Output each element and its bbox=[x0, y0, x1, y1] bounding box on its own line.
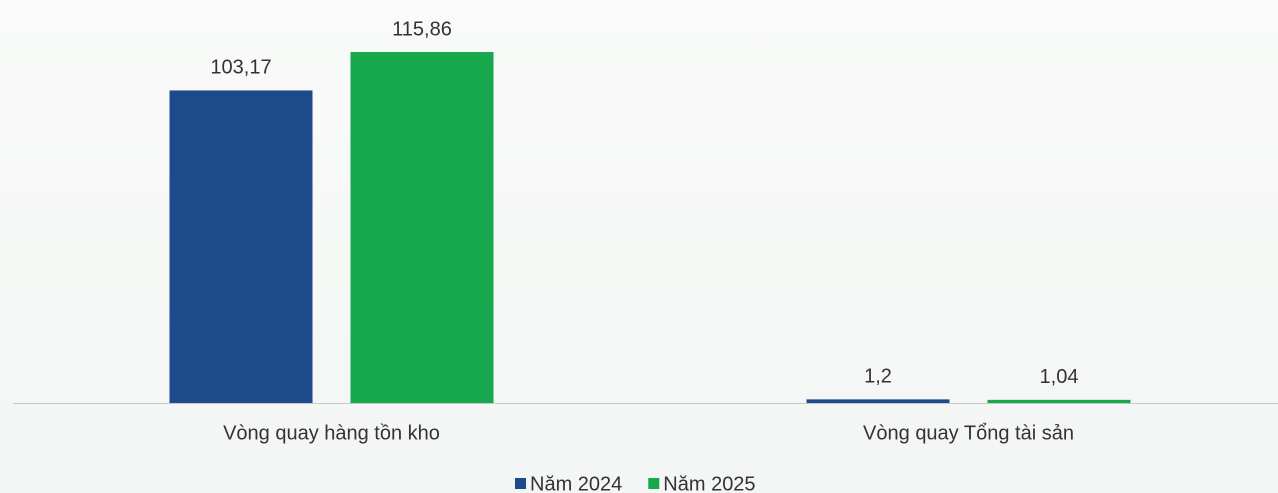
value-label: 115,86 bbox=[392, 18, 452, 40]
bar bbox=[987, 399, 1131, 403]
x-tick-label: Vòng quay Tổng tài sản bbox=[863, 422, 1074, 444]
legend-label: Năm 2024 bbox=[530, 473, 622, 493]
value-label: 1,2 bbox=[864, 366, 892, 388]
bar bbox=[806, 399, 950, 403]
legend-swatch bbox=[648, 478, 660, 489]
value-label: 1,04 bbox=[1040, 366, 1079, 388]
legend-label: Năm 2025 bbox=[663, 473, 755, 493]
bar bbox=[169, 90, 313, 404]
value-label: 103,17 bbox=[210, 57, 271, 79]
x-tick-label: Vòng quay hàng tồn kho bbox=[223, 422, 440, 444]
legend-swatch bbox=[515, 478, 526, 489]
bar bbox=[350, 52, 494, 403]
